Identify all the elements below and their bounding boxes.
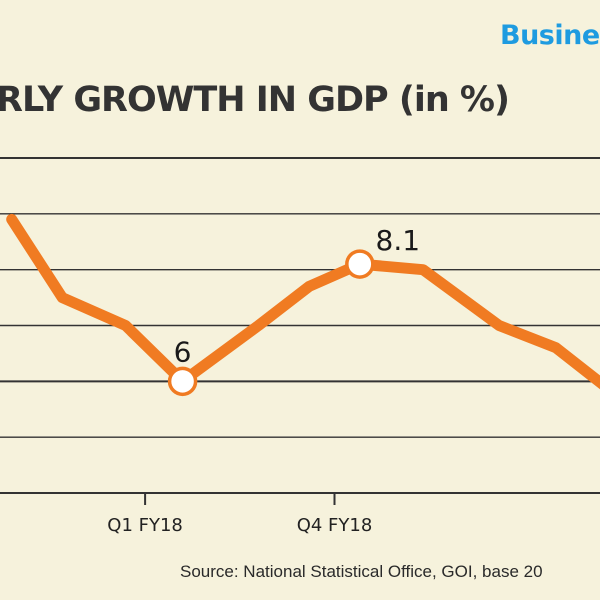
series-layer [6, 213, 600, 390]
annotation-layer: 68.1 [174, 224, 420, 368]
x-tick-label: Q1 FY18 [107, 515, 183, 536]
source-note: Source: National Statistical Office, GOI… [180, 562, 543, 581]
grid-layer [0, 157, 600, 494]
series-line [6, 213, 600, 390]
x-tick-label: Q4 FY18 [297, 515, 373, 536]
marker-layer [167, 249, 375, 397]
data-point-marker [167, 366, 198, 397]
data-point-marker [345, 249, 375, 279]
data-label: 6 [174, 335, 192, 368]
chart-title: RLY GROWTH IN GDP (in %) [0, 80, 510, 120]
brand-logo: Busines [500, 20, 600, 51]
data-label: 8.1 [376, 224, 421, 257]
x-axis: Q1 FY18 Q4 FY18 [107, 493, 372, 536]
